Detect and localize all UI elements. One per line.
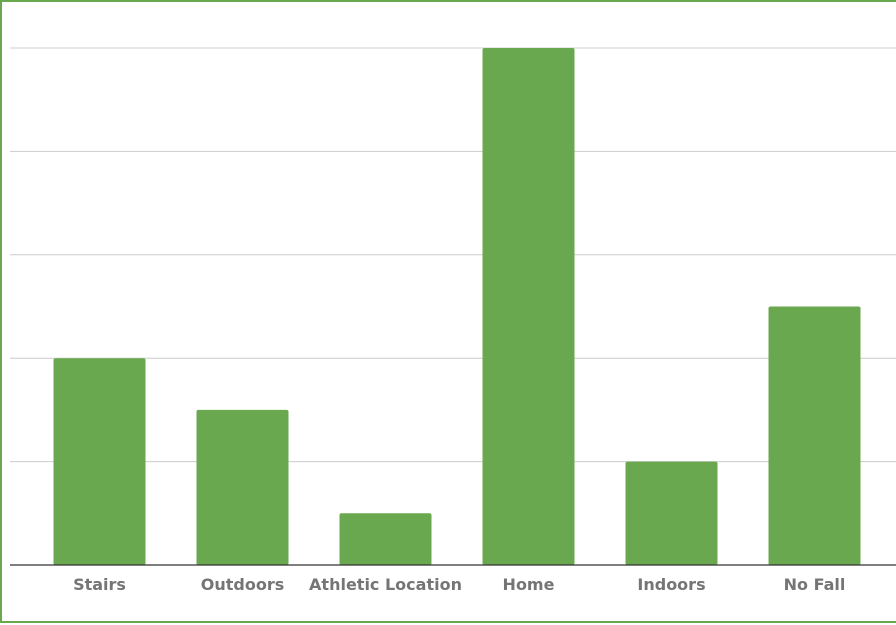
bar-home: [482, 48, 575, 565]
x-tick-label: Outdoors: [201, 575, 285, 594]
bar-stairs: [53, 358, 146, 565]
bar-athletic-location: [339, 513, 432, 565]
gridlines: [10, 47, 896, 463]
bars: [53, 48, 861, 565]
bar-outdoors: [196, 409, 289, 565]
bar-no-fall: [768, 306, 861, 565]
x-tick-labels: Stairs Outdoors Athletic Location Home Indoo…: [73, 575, 845, 594]
x-tick-label: No Fall: [784, 575, 846, 594]
x-tick-label: Home: [503, 575, 555, 594]
bar-indoors: [625, 461, 718, 565]
x-tick-label: Athletic Location: [309, 575, 462, 594]
x-tick-label: Stairs: [73, 575, 126, 594]
x-tick-label: Indoors: [637, 575, 705, 594]
